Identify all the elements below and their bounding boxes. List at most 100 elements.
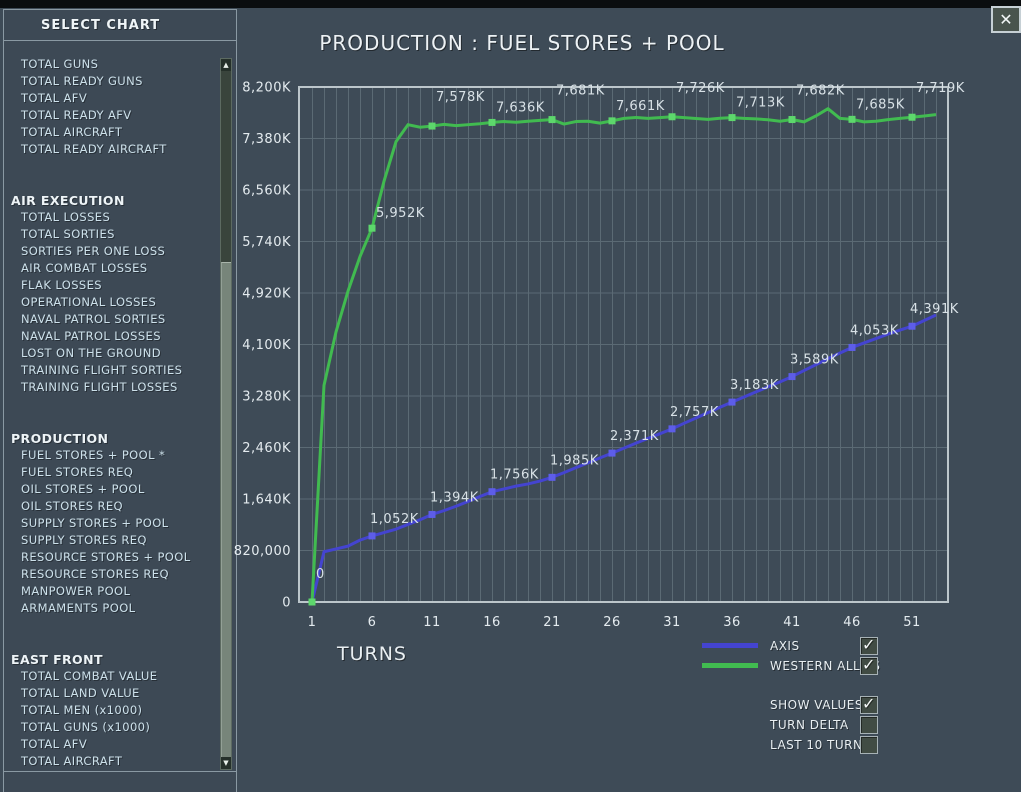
scrollbar-thumb[interactable]: [221, 262, 231, 759]
y-axis-ticks: 8,200K 7,380K 6,560K 5,740K 4,920K 4,100K 3,28…: [234, 81, 291, 611]
svg-text:3,280K: 3,280K: [242, 390, 291, 405]
chart-list-item[interactable]: RESOURCE STORES REQ: [21, 567, 169, 581]
chart-list-item[interactable]: TOTAL AIRCRAFT: [21, 125, 123, 139]
top-black-bar: [0, 0, 1021, 8]
chart-list-item[interactable]: TOTAL READY GUNS: [21, 74, 143, 88]
data-point-marker: [368, 224, 376, 232]
chart-list-item[interactable]: OPERATIONAL LOSSES: [21, 295, 157, 309]
chart-list-item[interactable]: TOTAL AIRCRAFT: [21, 754, 123, 768]
svg-text:0: 0: [282, 596, 291, 611]
svg-text:5,740K: 5,740K: [242, 235, 291, 250]
chart-list-section-header: PRODUCTION: [11, 431, 109, 446]
checkmark-icon: ✓: [862, 655, 876, 674]
data-point-marker: [368, 532, 376, 540]
option-show-values: SHOW VALUES ✓: [702, 694, 882, 714]
svg-text:6,560K: 6,560K: [242, 184, 291, 199]
option-turn-delta: TURN DELTA: [702, 716, 882, 734]
value-label: 1,985K: [550, 453, 599, 468]
x-axis-ticks: 1 6 11 16 21 26 31 36 41 46 51: [308, 615, 921, 630]
value-label: 7,682K: [796, 84, 845, 99]
legend-western-allies-checkbox[interactable]: ✓: [860, 655, 878, 675]
data-point-marker: [428, 510, 436, 518]
chart-list-item[interactable]: TRAINING FLIGHT LOSSES: [21, 380, 178, 394]
chart-list-item[interactable]: TOTAL AFV: [21, 91, 88, 105]
value-label: 4,053K: [850, 323, 899, 338]
chart-list-item[interactable]: LOST ON THE GROUND: [21, 346, 161, 360]
data-point-marker: [608, 117, 616, 125]
chart-list-item[interactable]: TOTAL AFV: [21, 737, 88, 751]
chart-list-item[interactable]: TOTAL MEN (x1000): [21, 703, 143, 717]
value-label: 4,391K: [910, 302, 959, 317]
x-axis-title: TURNS: [337, 643, 407, 665]
series-value-labels: 0 5,952K 7,578K 7,636K 7,681K 7,661K 7,726K 7,7…: [308, 81, 965, 606]
chart-list-item[interactable]: ARMAMENTS POOL: [21, 601, 136, 615]
panel-title: SELECT CHART: [4, 10, 236, 41]
scroll-down-arrow-icon[interactable]: ▼: [221, 757, 231, 769]
svg-text:1,640K: 1,640K: [242, 493, 291, 508]
chart-list-item[interactable]: TRAINING FLIGHT SORTIES: [21, 363, 183, 377]
svg-text:26: 26: [603, 615, 621, 630]
value-label: 1,756K: [490, 468, 539, 483]
chart-list-item[interactable]: NAVAL PATROL SORTIES: [21, 312, 166, 326]
data-point-marker: [908, 322, 916, 330]
legend-axis-label: AXIS: [770, 639, 800, 653]
option-show-values-checkbox[interactable]: ✓: [860, 694, 878, 714]
data-point-marker: [668, 425, 676, 433]
chart-list-item[interactable]: SUPPLY STORES + POOL: [21, 516, 169, 530]
chart-list-item[interactable]: TOTAL LOSSES: [21, 210, 111, 224]
value-label: 7,685K: [856, 97, 905, 112]
data-point-marker: [728, 398, 736, 406]
chart-list-item[interactable]: MANPOWER POOL: [21, 584, 131, 598]
chart-list-item[interactable]: OIL STORES REQ: [21, 499, 124, 513]
chart-list-item[interactable]: FLAK LOSSES: [21, 278, 102, 292]
value-label: 7,719K: [916, 81, 965, 96]
close-button[interactable]: ✕: [991, 6, 1021, 33]
chart-list-scrollbar[interactable]: ▲ ▼: [220, 58, 232, 770]
chart-list-item[interactable]: SORTIES PER ONE LOSS: [21, 244, 166, 258]
chart-list-item[interactable]: TOTAL COMBAT VALUE: [21, 669, 158, 683]
legend-axis: AXIS ✓: [702, 635, 882, 655]
data-point-marker: [908, 113, 916, 121]
svg-text:1: 1: [308, 615, 317, 630]
close-icon: ✕: [999, 10, 1013, 29]
chart-list-section-header: AIR EXECUTION: [11, 193, 125, 208]
data-point-marker: [308, 598, 316, 606]
chart-list-item[interactable]: TOTAL READY AFV: [21, 108, 132, 122]
option-turn-delta-checkbox[interactable]: [860, 716, 878, 734]
gridlines: [299, 87, 948, 602]
panel-divider: [4, 771, 236, 772]
legend-axis-checkbox[interactable]: ✓: [860, 635, 878, 655]
chart-list-item[interactable]: NAVAL PATROL LOSSES: [21, 329, 161, 343]
svg-text:820,000: 820,000: [234, 544, 291, 559]
chart-list-item[interactable]: RESOURCE STORES + POOL: [21, 550, 191, 564]
value-label: 1,394K: [430, 490, 479, 505]
svg-text:31: 31: [663, 615, 681, 630]
svg-text:21: 21: [543, 615, 561, 630]
legend-western-allies-label: WESTERN ALLIES: [770, 659, 881, 673]
value-label: 7,713K: [736, 96, 785, 111]
svg-text:4,920K: 4,920K: [242, 287, 291, 302]
option-turn-delta-label: TURN DELTA: [770, 718, 849, 732]
svg-text:46: 46: [843, 615, 861, 630]
value-label: 1,052K: [370, 512, 419, 527]
data-point-marker: [608, 449, 616, 457]
chart-list-item[interactable]: TOTAL READY AIRCRAFT: [21, 142, 167, 156]
legend-line-swatch: [702, 663, 758, 668]
chart-list-item[interactable]: SUPPLY STORES REQ: [21, 533, 147, 547]
chart-list-item[interactable]: TOTAL GUNS (x1000): [21, 720, 151, 734]
chart-list-item[interactable]: AIR COMBAT LOSSES: [21, 261, 148, 275]
chart-list-item[interactable]: FUEL STORES REQ: [21, 465, 134, 479]
chart-list-item[interactable]: OIL STORES + POOL: [21, 482, 145, 496]
data-point-marker: [488, 118, 496, 126]
svg-text:7,380K: 7,380K: [242, 132, 291, 147]
scroll-up-arrow-icon[interactable]: ▲: [221, 59, 231, 71]
chart-list-item[interactable]: TOTAL SORTIES: [21, 227, 115, 241]
option-last-10-turns: LAST 10 TURNS: [702, 736, 882, 754]
svg-text:51: 51: [903, 615, 921, 630]
chart-list-item[interactable]: TOTAL LAND VALUE: [21, 686, 140, 700]
legend-western-allies: WESTERN ALLIES ✓: [702, 655, 882, 675]
option-last-10-turns-checkbox[interactable]: [860, 736, 878, 754]
chart-list-item[interactable]: FUEL STORES + POOL *: [21, 448, 166, 462]
chart-list-item[interactable]: TOTAL GUNS: [21, 57, 99, 71]
